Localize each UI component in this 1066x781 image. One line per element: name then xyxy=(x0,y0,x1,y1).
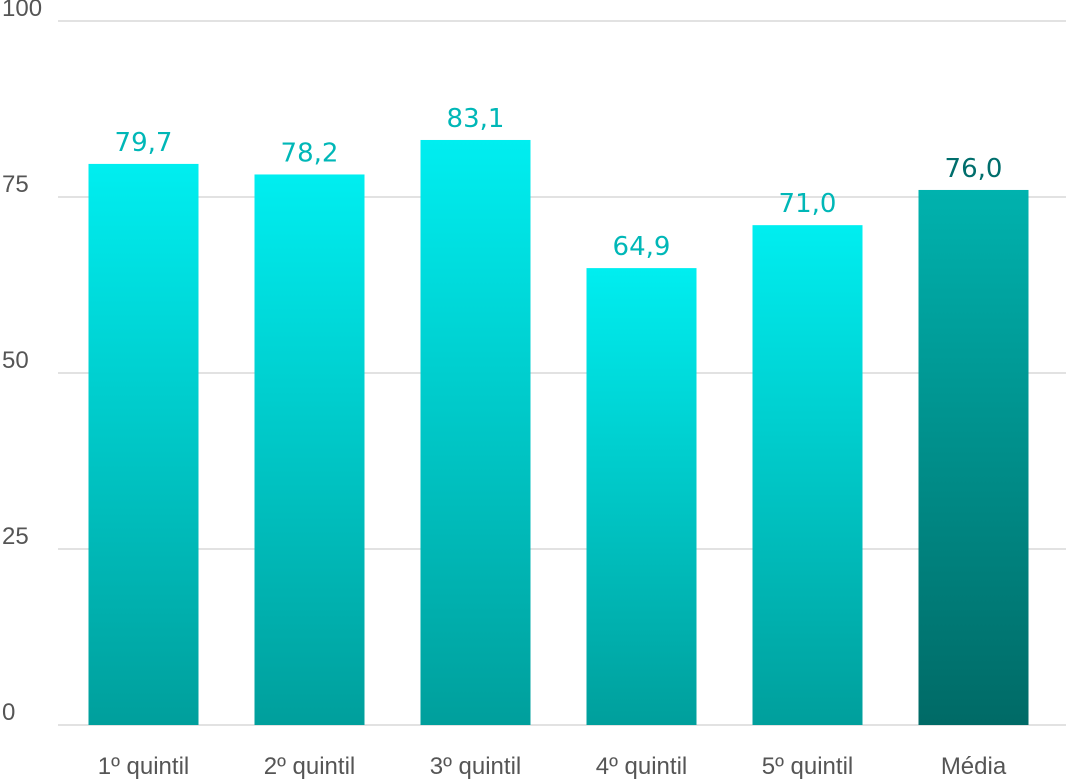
gridlines xyxy=(58,20,1066,726)
y-tick-label: 75 xyxy=(2,171,29,198)
x-category-label: 3º quintil xyxy=(430,753,522,780)
bar-value-label: 79,7 xyxy=(115,128,173,158)
y-tick-label: 25 xyxy=(2,523,29,550)
y-tick-label: 50 xyxy=(2,347,29,374)
bars xyxy=(88,139,1029,726)
x-category-label: 1º quintil xyxy=(98,753,190,780)
bar xyxy=(88,163,199,726)
bar-value-label: 76,0 xyxy=(945,154,1003,184)
bar-value-label: 78,2 xyxy=(281,138,339,168)
y-tick-label: 100 xyxy=(2,0,42,22)
x-category-label: 2º quintil xyxy=(264,753,356,780)
bar xyxy=(420,139,531,725)
bar xyxy=(918,189,1029,725)
x-category-label: Média xyxy=(941,753,1007,780)
bar xyxy=(254,174,365,726)
x-category-label: 5º quintil xyxy=(762,753,854,780)
bar-value-label: 83,1 xyxy=(447,104,505,134)
bar xyxy=(586,268,697,725)
bar-value-label: 71,0 xyxy=(779,189,837,219)
labels: 0 25 50 75 100 79,7 1º quintil 78,2 2º quintil 83… xyxy=(2,0,1007,780)
bar-value-label: 64,9 xyxy=(613,232,671,262)
y-tick-label: 0 xyxy=(2,699,15,726)
x-category-label: 4º quintil xyxy=(596,753,688,780)
bar xyxy=(752,225,863,725)
